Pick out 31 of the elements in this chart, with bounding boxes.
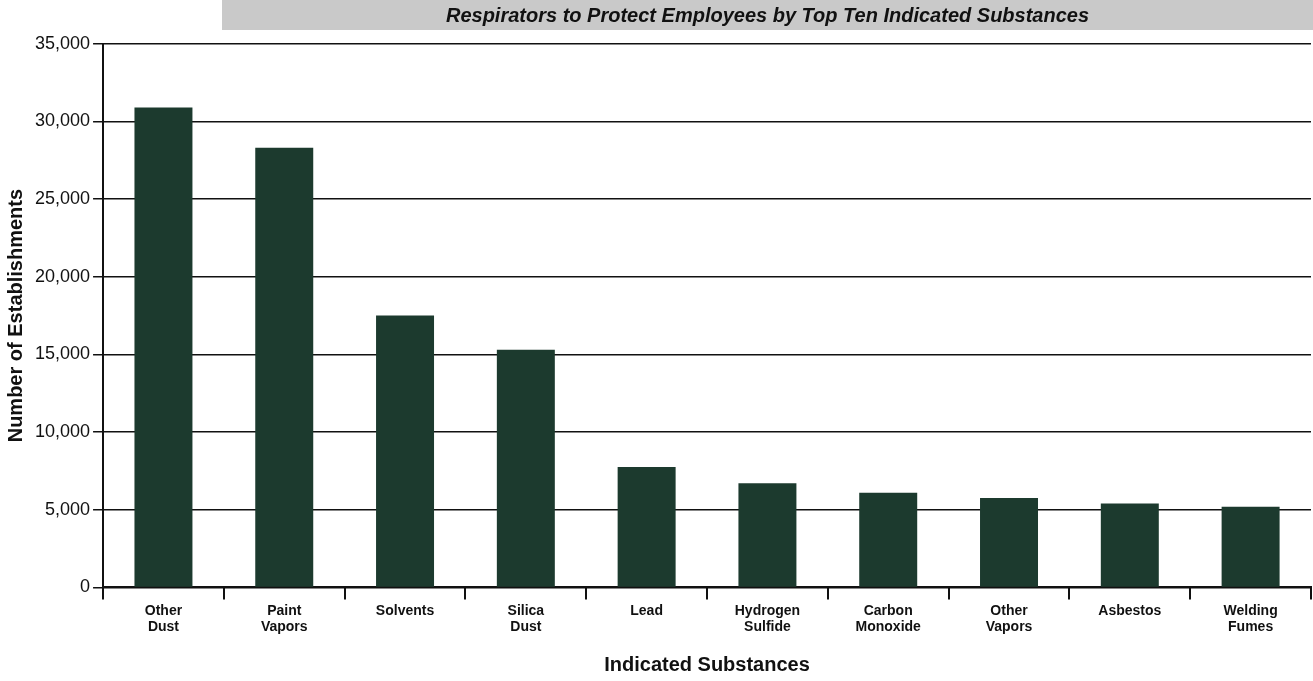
x-axis-title: Indicated Substances <box>604 652 810 675</box>
x-tick-label: Silica Dust <box>507 601 545 635</box>
y-tick-label: 30,000 <box>34 110 91 131</box>
bar <box>496 349 555 587</box>
x-tick-label: Solvents <box>375 601 435 618</box>
y-tick-label: 20,000 <box>34 265 91 286</box>
chart-title: Respirators to Protect Employees by Top Ten Indicated Substances <box>222 0 1313 30</box>
bar <box>134 107 193 587</box>
bar <box>376 315 435 587</box>
x-tick-label: Carbon Monoxide <box>855 601 922 635</box>
x-tick-label: Hydrogen Sulfide <box>734 601 801 635</box>
y-axis-title: Number of Establishments <box>3 188 26 443</box>
bar <box>617 467 676 587</box>
x-tick-label: Asbestos <box>1098 601 1162 618</box>
bar <box>980 498 1038 587</box>
y-tick-label: 5,000 <box>45 498 91 519</box>
bar <box>1221 506 1280 587</box>
bar <box>859 492 918 587</box>
bar <box>738 483 797 587</box>
x-tick-label: Lead <box>630 601 663 618</box>
y-tick-label: 25,000 <box>34 188 91 209</box>
y-tick-label: 0 <box>80 576 91 597</box>
x-tick-label: Other Vapors <box>985 601 1033 635</box>
y-tick-label: 35,000 <box>34 32 91 53</box>
y-tick-label: 15,000 <box>34 343 91 364</box>
y-tick-label: 10,000 <box>34 421 91 442</box>
x-tick-label: Other Dust <box>144 601 183 635</box>
x-tick-label: Paint Vapors <box>260 601 308 635</box>
bar <box>255 147 314 587</box>
bar <box>1100 503 1159 587</box>
x-tick-label: Welding Fumes <box>1223 601 1278 635</box>
